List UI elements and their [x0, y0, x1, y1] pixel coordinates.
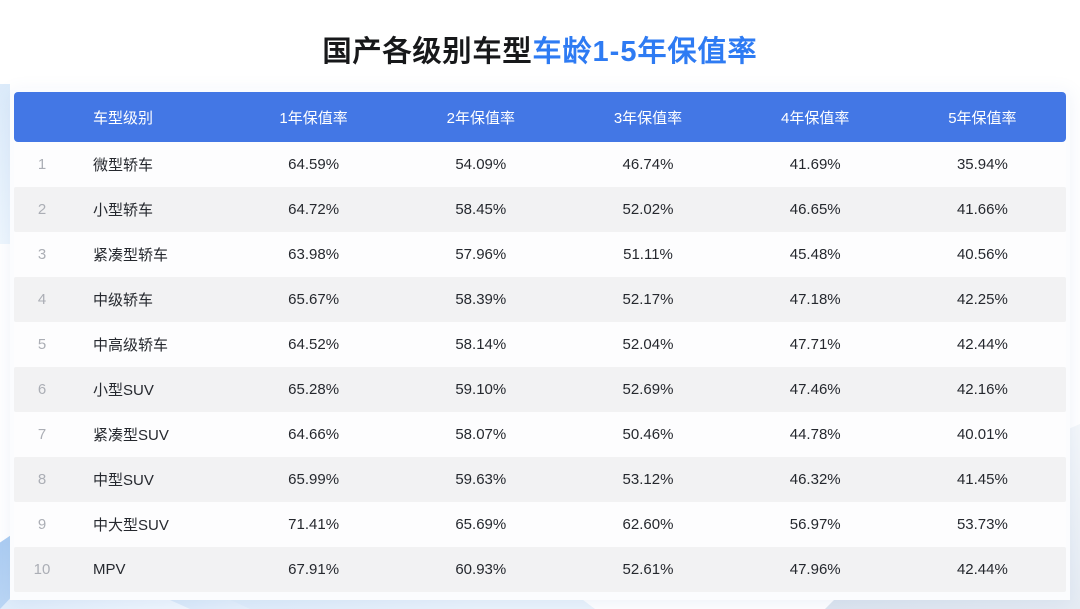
resale-rate-value: 42.25% [956, 291, 1008, 308]
resale-rate-value: 65.67% [288, 291, 340, 308]
vehicle-category: 紧凑型SUV [93, 427, 169, 444]
resale-rate-value: 65.69% [455, 516, 507, 533]
resale-rate-value: 46.32% [789, 471, 841, 488]
resale-rate-value: 52.61% [622, 561, 674, 578]
resale-rate-value: 54.09% [455, 156, 507, 173]
resale-rate-value: 45.48% [789, 246, 841, 263]
resale-rate-value: 41.69% [789, 156, 841, 173]
table-row: 9 中大型SUV 71.41% 65.69% 62.60% 56.97% 53.73% [14, 502, 1066, 547]
vehicle-category: 紧凑型轿车 [93, 247, 169, 264]
resale-rate-value: 52.02% [622, 201, 674, 218]
page-title-blue: 车龄1-5年保值率 [532, 36, 758, 68]
left-edge-accent-shape [0, 84, 10, 244]
resale-rate-value: 40.56% [956, 246, 1008, 263]
vehicle-category: 小型轿车 [93, 202, 154, 219]
resale-rate-value: 64.72% [288, 201, 340, 218]
header-cell: 5年保值率 [948, 109, 1017, 127]
resale-rate-value: 50.46% [622, 426, 674, 443]
row-index: 6 [37, 381, 47, 398]
resale-rate-table: 车型级别 1年保值率 2年保值率 3年保值率 4年保值率 5年保值率 1 微型轿车 64.59… [10, 88, 1070, 600]
resale-rate-value: 44.78% [789, 426, 841, 443]
table-row: 3 紧凑型轿车 63.98% 57.96% 51.11% 45.48% 40.56% [14, 232, 1066, 277]
header-cell: 1年保值率 [279, 109, 348, 127]
table-row: 5 中高级轿车 64.52% 58.14% 52.04% 47.71% 42.44% [14, 322, 1066, 367]
header-cell: 车型级别 [93, 109, 154, 127]
resale-rate-value: 58.14% [455, 336, 507, 353]
row-index: 7 [37, 426, 47, 443]
resale-rate-value: 67.91% [288, 561, 340, 578]
table-row: 10 MPV 67.91% 60.93% 52.61% 47.96% 42.44% [14, 547, 1066, 592]
row-index: 2 [37, 201, 47, 218]
table-row: 2 小型轿车 64.72% 58.45% 52.02% 46.65% 41.66% [14, 187, 1066, 232]
table-row: 6 小型SUV 65.28% 59.10% 52.69% 47.46% 42.16% [14, 367, 1066, 412]
resale-rate-value: 42.44% [956, 561, 1008, 578]
resale-rate-value: 58.07% [455, 426, 507, 443]
resale-rate-value: 59.10% [455, 381, 507, 398]
resale-rate-value: 53.12% [622, 471, 674, 488]
resale-rate-value: 59.63% [455, 471, 507, 488]
resale-rate-value: 58.45% [455, 201, 507, 218]
resale-rate-value: 71.41% [288, 516, 340, 533]
table-body: 1 微型轿车 64.59% 54.09% 46.74% 41.69% 35.94% 2 小型轿车… [14, 142, 1066, 592]
row-index: 5 [37, 336, 47, 353]
resale-rate-value: 63.98% [288, 246, 340, 263]
resale-rate-value: 51.11% [623, 246, 673, 263]
resale-rate-value: 52.69% [622, 381, 674, 398]
page-title-black: 国产各级别车型 [322, 36, 533, 68]
header-cell: 4年保值率 [781, 109, 850, 127]
header-cell: 3年保值率 [613, 109, 683, 127]
resale-rate-value: 57.96% [455, 246, 507, 263]
resale-rate-value: 46.65% [789, 201, 841, 218]
table-row: 7 紧凑型SUV 64.66% 58.07% 50.46% 44.78% 40.01% [14, 412, 1066, 457]
resale-rate-value: 64.66% [288, 426, 340, 443]
resale-rate-value: 65.99% [288, 471, 340, 488]
resale-rate-value: 41.66% [956, 201, 1008, 218]
vehicle-category: 中级轿车 [93, 292, 154, 309]
resale-rate-value: 47.71% [789, 336, 841, 353]
resale-rate-value: 65.28% [288, 381, 340, 398]
table-row: 1 微型轿车 64.59% 54.09% 46.74% 41.69% 35.94% [14, 142, 1066, 187]
table-row: 8 中型SUV 65.99% 59.63% 53.12% 46.32% 41.45% [14, 457, 1066, 502]
resale-rate-value: 52.04% [622, 336, 674, 353]
resale-rate-value: 42.44% [956, 336, 1008, 353]
vehicle-category: 小型SUV [93, 382, 154, 399]
resale-rate-value: 47.96% [789, 561, 841, 578]
row-index: 3 [37, 246, 47, 263]
vehicle-category: 中型SUV [93, 472, 154, 489]
vehicle-category: 中大型SUV [93, 517, 169, 534]
resale-rate-value: 60.93% [455, 561, 507, 578]
row-index: 1 [37, 156, 47, 173]
resale-rate-value: 47.18% [789, 291, 841, 308]
resale-rate-value: 56.97% [789, 516, 841, 533]
resale-rate-value: 41.45% [956, 471, 1008, 488]
resale-rate-value: 58.39% [455, 291, 507, 308]
row-index: 8 [37, 471, 47, 488]
table-row: 4 中级轿车 65.67% 58.39% 52.17% 47.18% 42.25% [14, 277, 1066, 322]
table-header-row: 车型级别 1年保值率 2年保值率 3年保值率 4年保值率 5年保值率 [14, 92, 1066, 142]
resale-rate-value: 42.16% [956, 381, 1008, 398]
resale-rate-value: 46.74% [622, 156, 674, 173]
row-index: 9 [37, 516, 47, 533]
resale-rate-value: 40.01% [956, 426, 1008, 443]
resale-rate-value: 35.94% [956, 156, 1008, 173]
vehicle-category: 微型轿车 [93, 157, 154, 174]
resale-rate-value: 47.46% [789, 381, 841, 398]
page-title: 国产各级别车型车龄1-5年保值率 [0, 28, 1080, 70]
resale-rate-value: 53.73% [956, 516, 1008, 533]
vehicle-category: MPV [93, 561, 126, 578]
resale-rate-value: 64.52% [288, 336, 340, 353]
row-index: 10 [33, 561, 51, 578]
row-index: 4 [37, 291, 47, 308]
resale-rate-value: 52.17% [622, 291, 674, 308]
vehicle-category: 中高级轿车 [93, 337, 169, 354]
header-cell: 2年保值率 [446, 109, 515, 127]
resale-rate-value: 64.59% [288, 156, 340, 173]
resale-rate-value: 62.60% [622, 516, 674, 533]
